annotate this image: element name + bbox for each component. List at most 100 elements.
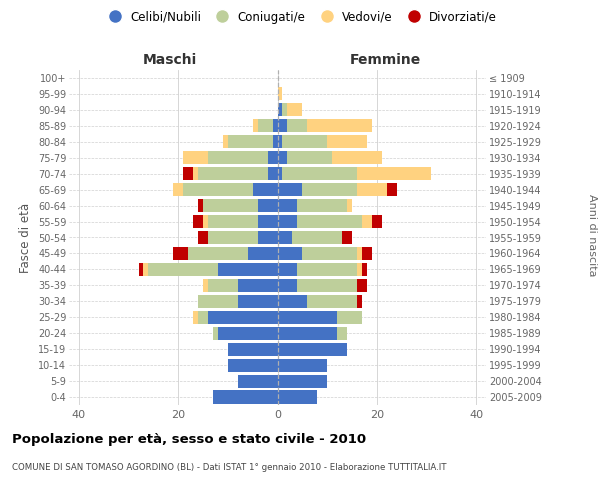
Bar	[272, 135, 277, 148]
Bar	[277, 263, 298, 276]
Bar	[347, 199, 352, 212]
Bar	[298, 199, 347, 212]
Bar	[357, 263, 362, 276]
Bar	[277, 104, 283, 117]
Bar	[292, 231, 342, 244]
Bar	[277, 326, 337, 340]
Bar	[357, 167, 431, 180]
Bar	[183, 183, 253, 196]
Bar	[208, 310, 277, 324]
Bar	[287, 151, 332, 164]
Bar	[173, 247, 188, 260]
Bar	[143, 263, 148, 276]
Bar	[257, 231, 277, 244]
Bar	[228, 342, 277, 355]
Bar	[277, 342, 347, 355]
Bar	[277, 183, 302, 196]
Text: Anni di nascita: Anni di nascita	[587, 194, 597, 276]
Bar	[298, 263, 357, 276]
Bar	[362, 215, 372, 228]
Bar	[198, 231, 208, 244]
Text: Femmine: Femmine	[350, 54, 421, 68]
Bar	[277, 374, 327, 388]
Bar	[268, 151, 277, 164]
Bar	[198, 310, 208, 324]
Bar	[253, 183, 277, 196]
Bar	[298, 215, 362, 228]
Bar	[327, 135, 367, 148]
Bar	[198, 167, 268, 180]
Bar	[198, 199, 203, 212]
Bar	[362, 263, 367, 276]
Bar	[203, 199, 257, 212]
Bar	[203, 279, 208, 292]
Bar	[277, 358, 327, 372]
Bar	[213, 326, 218, 340]
Bar	[272, 120, 277, 132]
Bar	[193, 167, 198, 180]
Bar	[218, 263, 277, 276]
Bar	[357, 247, 362, 260]
Bar	[238, 295, 277, 308]
Bar	[277, 167, 283, 180]
Bar	[307, 295, 357, 308]
Bar	[183, 167, 193, 180]
Bar	[357, 295, 362, 308]
Bar	[257, 120, 272, 132]
Bar	[193, 215, 203, 228]
Bar	[218, 326, 277, 340]
Bar	[302, 183, 357, 196]
Bar	[148, 263, 218, 276]
Bar	[277, 151, 287, 164]
Bar	[337, 310, 362, 324]
Bar	[387, 183, 397, 196]
Y-axis label: Fasce di età: Fasce di età	[19, 202, 32, 272]
Bar	[277, 247, 302, 260]
Bar	[277, 88, 283, 101]
Text: Popolazione per età, sesso e stato civile - 2010: Popolazione per età, sesso e stato civil…	[12, 432, 366, 446]
Text: Maschi: Maschi	[142, 54, 197, 68]
Bar	[203, 215, 208, 228]
Bar	[253, 120, 257, 132]
Bar	[208, 151, 268, 164]
Bar	[357, 279, 367, 292]
Bar	[188, 247, 248, 260]
Bar	[228, 135, 272, 148]
Bar	[277, 295, 307, 308]
Bar	[208, 279, 238, 292]
Bar	[372, 215, 382, 228]
Bar	[277, 231, 292, 244]
Text: COMUNE DI SAN TOMASO AGORDINO (BL) - Dati ISTAT 1° gennaio 2010 - Elaborazione T: COMUNE DI SAN TOMASO AGORDINO (BL) - Dat…	[12, 462, 446, 471]
Bar	[277, 390, 317, 404]
Bar	[268, 167, 277, 180]
Bar	[248, 247, 277, 260]
Bar	[277, 135, 283, 148]
Bar	[173, 183, 183, 196]
Bar	[362, 247, 372, 260]
Bar	[139, 263, 143, 276]
Bar	[277, 279, 298, 292]
Bar	[277, 120, 287, 132]
Bar	[213, 390, 277, 404]
Bar	[287, 104, 302, 117]
Bar	[208, 215, 257, 228]
Legend: Celibi/Nubili, Coniugati/e, Vedovi/e, Divorziati/e: Celibi/Nubili, Coniugati/e, Vedovi/e, Di…	[98, 6, 502, 28]
Bar	[332, 151, 382, 164]
Bar	[208, 231, 257, 244]
Bar	[357, 183, 387, 196]
Bar	[257, 215, 277, 228]
Bar	[193, 310, 198, 324]
Bar	[283, 167, 357, 180]
Bar	[198, 295, 238, 308]
Bar	[302, 247, 357, 260]
Bar	[183, 151, 208, 164]
Bar	[283, 104, 287, 117]
Bar	[238, 279, 277, 292]
Bar	[287, 120, 307, 132]
Bar	[277, 199, 298, 212]
Bar	[238, 374, 277, 388]
Bar	[298, 279, 357, 292]
Bar	[223, 135, 228, 148]
Bar	[257, 199, 277, 212]
Bar	[342, 231, 352, 244]
